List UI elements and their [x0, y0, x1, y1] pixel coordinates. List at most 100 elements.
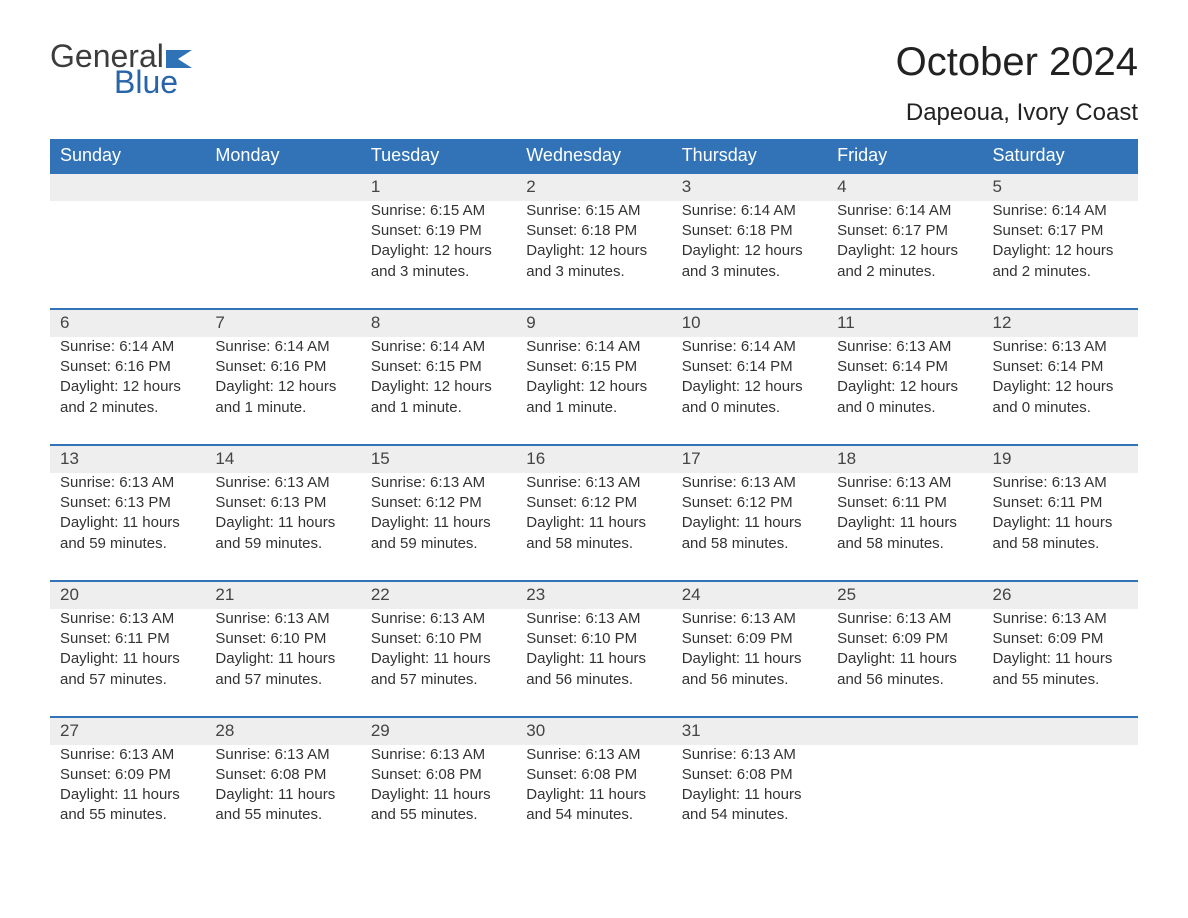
day-number-cell: 1 — [361, 173, 516, 201]
day-detail-cell: Sunrise: 6:13 AMSunset: 6:08 PMDaylight:… — [361, 745, 516, 852]
sunrise-text: Sunrise: 6:14 AM — [682, 337, 817, 357]
day-detail-cell — [827, 745, 982, 852]
sunrise-text: Sunrise: 6:13 AM — [215, 473, 350, 493]
sunset-text: Sunset: 6:09 PM — [837, 629, 972, 649]
day-detail-cell: Sunrise: 6:13 AMSunset: 6:08 PMDaylight:… — [205, 745, 360, 852]
dl1-text: Daylight: 11 hours — [526, 513, 661, 533]
day-number-cell: 23 — [516, 581, 671, 609]
sunrise-text: Sunrise: 6:15 AM — [526, 201, 661, 221]
day-number-cell — [983, 717, 1138, 745]
day-number-cell: 16 — [516, 445, 671, 473]
sunset-text: Sunset: 6:12 PM — [371, 493, 506, 513]
day-detail-cell: Sunrise: 6:14 AMSunset: 6:17 PMDaylight:… — [827, 201, 982, 309]
sunrise-text: Sunrise: 6:14 AM — [60, 337, 195, 357]
day-number-cell: 11 — [827, 309, 982, 337]
dl1-text: Daylight: 11 hours — [60, 785, 195, 805]
day-number-cell: 8 — [361, 309, 516, 337]
day-detail-cell: Sunrise: 6:13 AMSunset: 6:09 PMDaylight:… — [50, 745, 205, 852]
sunrise-text: Sunrise: 6:13 AM — [526, 745, 661, 765]
dl2-text: and 56 minutes. — [837, 670, 972, 690]
dl1-text: Daylight: 12 hours — [526, 241, 661, 261]
sunset-text: Sunset: 6:13 PM — [60, 493, 195, 513]
sunset-text: Sunset: 6:16 PM — [60, 357, 195, 377]
day-detail-cell: Sunrise: 6:13 AMSunset: 6:08 PMDaylight:… — [516, 745, 671, 852]
dl1-text: Daylight: 11 hours — [526, 785, 661, 805]
daynum-row: 2728293031 — [50, 717, 1138, 745]
sunset-text: Sunset: 6:08 PM — [526, 765, 661, 785]
day-number-cell: 17 — [672, 445, 827, 473]
sunset-text: Sunset: 6:11 PM — [837, 493, 972, 513]
day-number-cell: 31 — [672, 717, 827, 745]
dl1-text: Daylight: 12 hours — [837, 377, 972, 397]
sunset-text: Sunset: 6:11 PM — [60, 629, 195, 649]
dl1-text: Daylight: 12 hours — [993, 241, 1128, 261]
day-number-cell: 7 — [205, 309, 360, 337]
dl2-text: and 3 minutes. — [526, 262, 661, 282]
sunset-text: Sunset: 6:10 PM — [215, 629, 350, 649]
day-number-cell: 12 — [983, 309, 1138, 337]
sunrise-text: Sunrise: 6:14 AM — [371, 337, 506, 357]
dl1-text: Daylight: 11 hours — [682, 513, 817, 533]
header: General Blue October 2024 Dapeoua, Ivory… — [50, 40, 1138, 127]
day-detail-cell: Sunrise: 6:14 AMSunset: 6:17 PMDaylight:… — [983, 201, 1138, 309]
dl1-text: Daylight: 11 hours — [526, 649, 661, 669]
daynum-row: 6789101112 — [50, 309, 1138, 337]
day-detail-cell: Sunrise: 6:13 AMSunset: 6:14 PMDaylight:… — [983, 337, 1138, 445]
location-subtitle: Dapeoua, Ivory Coast — [896, 99, 1138, 127]
detail-row: Sunrise: 6:15 AMSunset: 6:19 PMDaylight:… — [50, 201, 1138, 309]
dl2-text: and 59 minutes. — [60, 534, 195, 554]
day-detail-cell: Sunrise: 6:14 AMSunset: 6:15 PMDaylight:… — [516, 337, 671, 445]
sunset-text: Sunset: 6:13 PM — [215, 493, 350, 513]
day-detail-cell: Sunrise: 6:13 AMSunset: 6:12 PMDaylight:… — [361, 473, 516, 581]
dl2-text: and 1 minute. — [371, 398, 506, 418]
day-detail-cell: Sunrise: 6:13 AMSunset: 6:10 PMDaylight:… — [205, 609, 360, 717]
day-number-cell: 5 — [983, 173, 1138, 201]
day-detail-cell: Sunrise: 6:13 AMSunset: 6:13 PMDaylight:… — [50, 473, 205, 581]
dl2-text: and 54 minutes. — [526, 805, 661, 825]
day-number-cell: 20 — [50, 581, 205, 609]
sunrise-text: Sunrise: 6:14 AM — [215, 337, 350, 357]
dl1-text: Daylight: 12 hours — [837, 241, 972, 261]
sunrise-text: Sunrise: 6:13 AM — [837, 473, 972, 493]
dl1-text: Daylight: 11 hours — [60, 513, 195, 533]
day-number-cell — [205, 173, 360, 201]
day-detail-cell: Sunrise: 6:13 AMSunset: 6:11 PMDaylight:… — [827, 473, 982, 581]
day-number-cell: 30 — [516, 717, 671, 745]
day-detail-cell: Sunrise: 6:13 AMSunset: 6:09 PMDaylight:… — [983, 609, 1138, 717]
weekday-header: Thursday — [672, 139, 827, 173]
sunset-text: Sunset: 6:16 PM — [215, 357, 350, 377]
title-block: October 2024 Dapeoua, Ivory Coast — [896, 40, 1138, 127]
day-detail-cell: Sunrise: 6:14 AMSunset: 6:14 PMDaylight:… — [672, 337, 827, 445]
sunset-text: Sunset: 6:12 PM — [682, 493, 817, 513]
dl2-text: and 0 minutes. — [837, 398, 972, 418]
sunset-text: Sunset: 6:17 PM — [993, 221, 1128, 241]
sunrise-text: Sunrise: 6:13 AM — [215, 609, 350, 629]
dl1-text: Daylight: 12 hours — [526, 377, 661, 397]
dl2-text: and 58 minutes. — [993, 534, 1128, 554]
sunrise-text: Sunrise: 6:13 AM — [993, 609, 1128, 629]
detail-row: Sunrise: 6:14 AMSunset: 6:16 PMDaylight:… — [50, 337, 1138, 445]
day-number-cell: 2 — [516, 173, 671, 201]
daynum-row: 20212223242526 — [50, 581, 1138, 609]
dl2-text: and 59 minutes. — [371, 534, 506, 554]
sunset-text: Sunset: 6:14 PM — [837, 357, 972, 377]
sunset-text: Sunset: 6:15 PM — [526, 357, 661, 377]
sunrise-text: Sunrise: 6:14 AM — [837, 201, 972, 221]
dl2-text: and 1 minute. — [526, 398, 661, 418]
sunrise-text: Sunrise: 6:13 AM — [60, 745, 195, 765]
day-detail-cell: Sunrise: 6:13 AMSunset: 6:09 PMDaylight:… — [827, 609, 982, 717]
day-detail-cell: Sunrise: 6:13 AMSunset: 6:10 PMDaylight:… — [516, 609, 671, 717]
dl1-text: Daylight: 11 hours — [682, 649, 817, 669]
sunrise-text: Sunrise: 6:13 AM — [682, 473, 817, 493]
sunrise-text: Sunrise: 6:13 AM — [837, 609, 972, 629]
dl2-text: and 3 minutes. — [682, 262, 817, 282]
day-detail-cell: Sunrise: 6:13 AMSunset: 6:11 PMDaylight:… — [983, 473, 1138, 581]
day-detail-cell: Sunrise: 6:13 AMSunset: 6:14 PMDaylight:… — [827, 337, 982, 445]
sunrise-text: Sunrise: 6:13 AM — [526, 473, 661, 493]
dl1-text: Daylight: 11 hours — [215, 649, 350, 669]
weekday-header: Saturday — [983, 139, 1138, 173]
sunrise-text: Sunrise: 6:13 AM — [371, 473, 506, 493]
dl2-text: and 55 minutes. — [371, 805, 506, 825]
sunset-text: Sunset: 6:09 PM — [682, 629, 817, 649]
dl2-text: and 0 minutes. — [993, 398, 1128, 418]
